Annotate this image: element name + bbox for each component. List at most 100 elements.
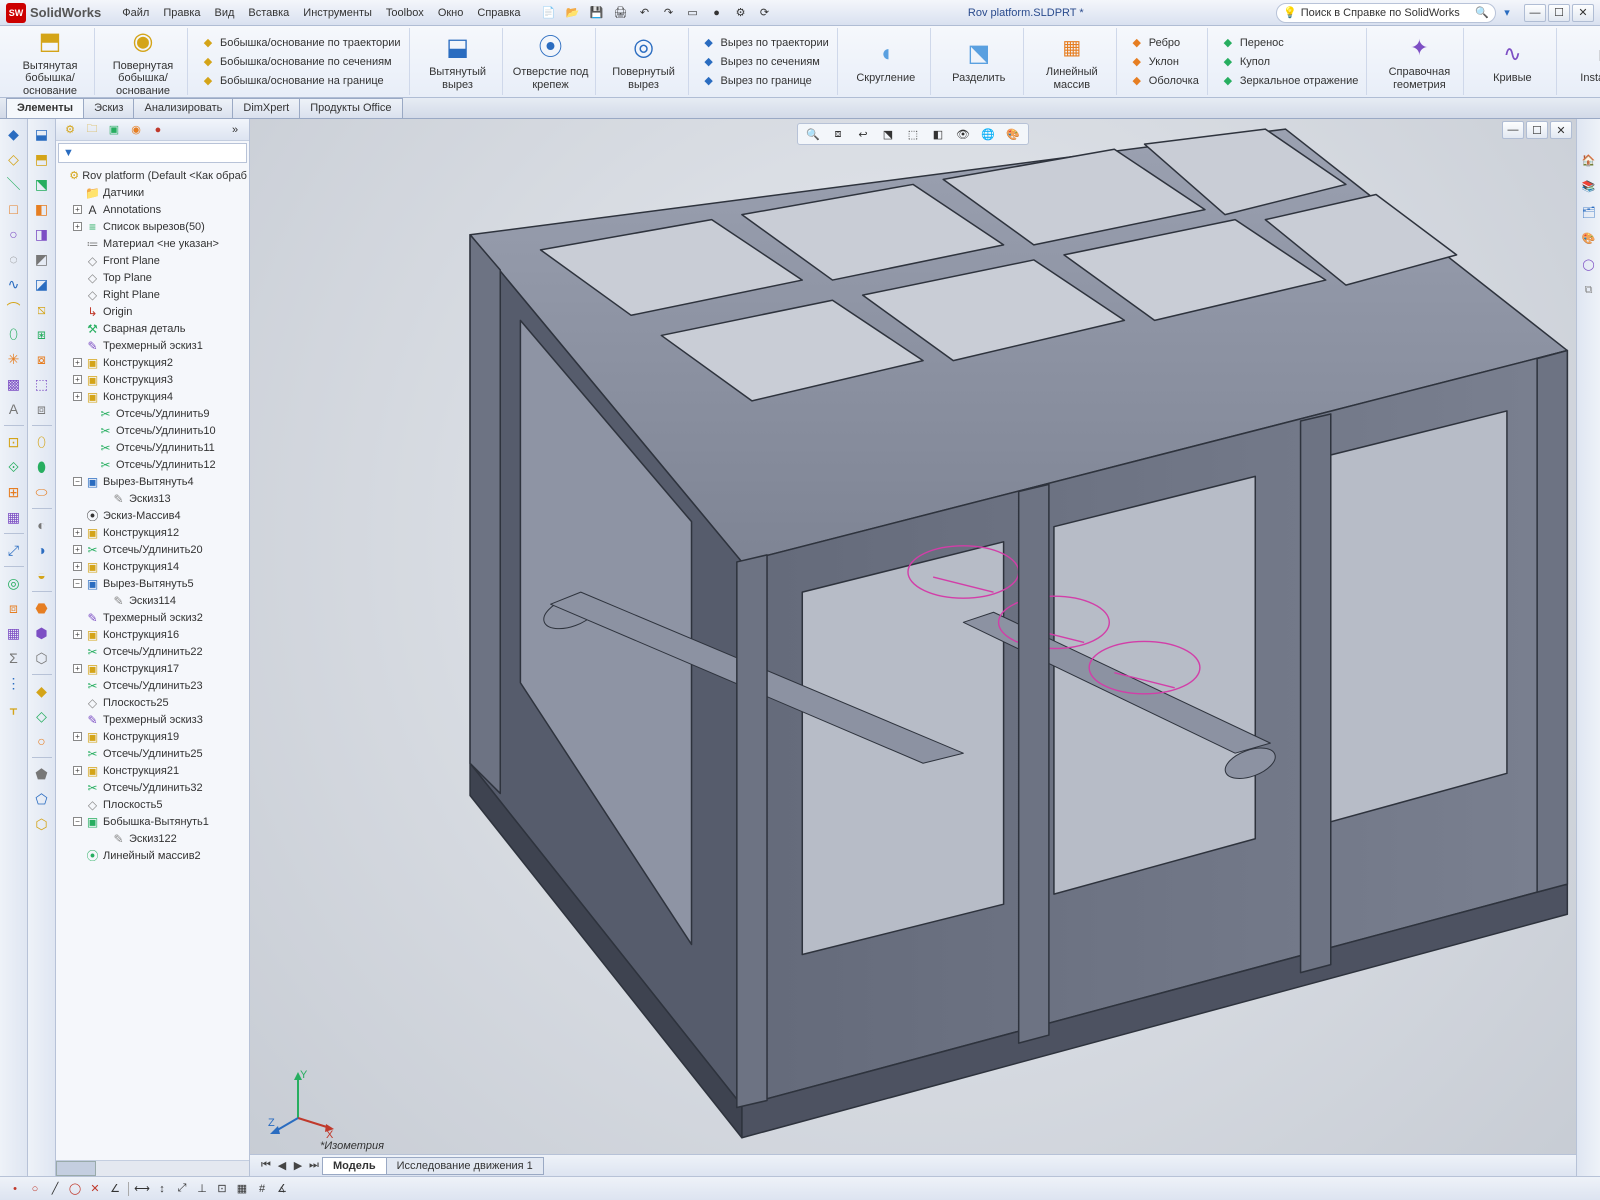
taskpane-explorer-icon[interactable]: 🗂 — [1578, 201, 1600, 223]
tool-tc2-31[interactable]: ⬡ — [31, 813, 53, 835]
taskpane-appearances-icon[interactable]: ◯ — [1578, 253, 1600, 275]
tree-item[interactable]: +▣Конструкция14 — [60, 558, 249, 575]
menu-вид[interactable]: Вид — [208, 7, 242, 19]
ribbon-small-item[interactable]: ◆Бобышка/основание на границе — [198, 72, 403, 90]
tool-tc1-23[interactable]: Σ — [3, 647, 25, 669]
ribbon-small-item[interactable]: ◆Зеркальное отражение — [1218, 72, 1361, 90]
redo-button[interactable]: ↷ — [658, 3, 680, 23]
sb-dim1-icon[interactable]: ⟷ — [135, 1182, 149, 1196]
save-button[interactable]: 💾 — [586, 3, 608, 23]
graphics-viewport[interactable]: 🔍 ⧈ ↩ ⬔ ⬚ ◧ 👁 🌐 🎨 — ☐ ✕ — [250, 119, 1576, 1176]
menu-toolbox[interactable]: Toolbox — [379, 7, 431, 19]
vp-close-button[interactable]: ✕ — [1550, 121, 1572, 139]
help-dropdown[interactable]: ▾ — [1496, 3, 1518, 23]
tree-tab-1[interactable]: ⚙ — [60, 121, 80, 139]
sb-snap3-icon[interactable]: # — [255, 1182, 269, 1196]
tool-tc1-0[interactable]: ◆ — [3, 123, 25, 145]
tree-item[interactable]: +▣Конструкция12 — [60, 524, 249, 541]
tree-item[interactable]: +▣Конструкция4 — [60, 388, 249, 405]
tree-tab-4[interactable]: ◉ — [126, 121, 146, 139]
extruded-boss-button[interactable]: ⬒Вытянутая бобышка/основание — [12, 26, 88, 96]
orientation-triad[interactable]: Y X Z — [268, 1068, 338, 1138]
tool-tc2-0[interactable]: ⬓ — [31, 123, 53, 145]
tree-item[interactable]: −▣Бобышка-Вытянуть1 — [60, 813, 249, 830]
tool-tc2-6[interactable]: ◪ — [31, 273, 53, 295]
tool-tc2-23[interactable]: ⬡ — [31, 647, 53, 669]
tool-tc1-1[interactable]: ◇ — [3, 148, 25, 170]
tree-item[interactable]: ✂Отсечь/Удлинить32 — [60, 779, 249, 796]
tree-item[interactable]: ✎Трехмерный эскиз3 — [60, 711, 249, 728]
tree-item[interactable]: ◇Top Plane — [60, 269, 249, 286]
tool-tc1-15[interactable]: ⊞ — [3, 481, 25, 503]
cm-tab-2[interactable]: Анализировать — [133, 98, 233, 118]
tool-tc1-4[interactable]: ○ — [3, 223, 25, 245]
ribbon-small-item[interactable]: ◆Вырез по траектории — [699, 34, 831, 52]
tree-expand-button[interactable]: » — [225, 121, 245, 139]
cm-tab-1[interactable]: Эскиз — [83, 98, 134, 118]
tree-item[interactable]: ✂Отсечь/Удлинить9 — [60, 405, 249, 422]
tab-first-icon[interactable]: ⏮ — [258, 1158, 274, 1174]
menu-файл[interactable]: Файл — [115, 7, 156, 19]
tool-tc2-5[interactable]: ◩ — [31, 248, 53, 270]
tool-tc2-9[interactable]: ⧇ — [31, 348, 53, 370]
tab-next-icon[interactable]: ▶ — [290, 1158, 306, 1174]
tool-tc2-15[interactable]: ⬭ — [31, 481, 53, 503]
tree-item[interactable]: −▣Вырез-Вытянуть4 — [60, 473, 249, 490]
tool-tc2-18[interactable]: ◑ — [31, 539, 53, 561]
ribbon-small-item[interactable]: ◆Уклон — [1127, 53, 1201, 71]
tool-tc1-21[interactable]: ⧈ — [3, 597, 25, 619]
tree-item[interactable]: ✂Отсечь/Удлинить12 — [60, 456, 249, 473]
tool-tc2-7[interactable]: ⧅ — [31, 298, 53, 320]
menu-инструменты[interactable]: Инструменты — [296, 7, 379, 19]
fillet-button[interactable]: ◖Скругление — [848, 38, 924, 84]
tree-item[interactable]: ✎Эскиз122 — [60, 830, 249, 847]
vp-maximize-button[interactable]: ☐ — [1526, 121, 1548, 139]
tree-filter-input[interactable]: ▼ — [58, 143, 247, 163]
tree-item[interactable]: +AAnnotations — [60, 201, 249, 218]
tool-tc2-26[interactable]: ◇ — [31, 705, 53, 727]
sb-bigcircle-icon[interactable]: ◯ — [68, 1182, 82, 1196]
hole-wizard-button[interactable]: ⦿Отверстие под крепеж — [513, 32, 589, 90]
tree-item[interactable]: ✂Отсечь/Удлинить22 — [60, 643, 249, 660]
new-doc-button[interactable]: 📄 — [538, 3, 560, 23]
tree-item[interactable]: ✂Отсечь/Удлинить10 — [60, 422, 249, 439]
menu-справка[interactable]: Справка — [470, 7, 527, 19]
reference-geometry-button[interactable]: ✦Справочная геометрия — [1381, 32, 1457, 90]
vp-minimize-button[interactable]: — — [1502, 121, 1524, 139]
tool-tc2-3[interactable]: ◧ — [31, 198, 53, 220]
minimize-button[interactable]: — — [1524, 4, 1546, 22]
tool-tc1-11[interactable]: A — [3, 398, 25, 420]
ribbon-small-item[interactable]: ◆Перенос — [1218, 34, 1361, 52]
tool-tc2-17[interactable]: ◐ — [31, 514, 53, 536]
motion-study-tab[interactable]: Исследование движения 1 — [386, 1157, 544, 1175]
help-search-input[interactable]: 💡 Поиск в Справке по SolidWorks 🔍 — [1276, 3, 1496, 23]
tool-tc1-13[interactable]: ⊡ — [3, 431, 25, 453]
menu-окно[interactable]: Окно — [431, 7, 471, 19]
sb-snap1-icon[interactable]: ⊡ — [215, 1182, 229, 1196]
tree-item[interactable]: 📁Датчики — [60, 184, 249, 201]
tree-item[interactable]: ◇Плоскость5 — [60, 796, 249, 813]
view-orientation-icon[interactable]: ⬚ — [902, 123, 924, 145]
split-button[interactable]: ⬔Разделить — [941, 38, 1017, 84]
taskpane-custom-icon[interactable]: ⧉ — [1578, 279, 1600, 301]
rebuild-button[interactable]: ● — [706, 3, 728, 23]
tool-tc1-25[interactable]: ᚁ — [3, 697, 25, 719]
select-button[interactable]: ▭ — [682, 3, 704, 23]
sb-line-icon[interactable]: ╱ — [48, 1182, 62, 1196]
tree-item[interactable]: +▣Конструкция19 — [60, 728, 249, 745]
curves-button[interactable]: ∿Кривые — [1474, 38, 1550, 84]
tree-tab-5[interactable]: ● — [148, 121, 168, 139]
tool-tc1-10[interactable]: ▩ — [3, 373, 25, 395]
close-button[interactable]: ✕ — [1572, 4, 1594, 22]
tree-item[interactable]: +▣Конструкция3 — [60, 371, 249, 388]
tool-tc1-9[interactable]: ✳ — [3, 348, 25, 370]
tool-tc2-10[interactable]: ⬚ — [31, 373, 53, 395]
ribbon-small-item[interactable]: ◆Бобышка/основание по сечениям — [198, 53, 403, 71]
tree-item[interactable]: ↳Origin — [60, 303, 249, 320]
tool-tc2-8[interactable]: ⧆ — [31, 323, 53, 345]
ribbon-small-item[interactable]: ◆Оболочка — [1127, 72, 1201, 90]
tool-tc1-8[interactable]: ⬯ — [3, 323, 25, 345]
sb-angle-icon[interactable]: ∠ — [108, 1182, 122, 1196]
tree-item[interactable]: ⦿Эскиз-Массив4 — [60, 507, 249, 524]
tool-tc2-25[interactable]: ◆ — [31, 680, 53, 702]
